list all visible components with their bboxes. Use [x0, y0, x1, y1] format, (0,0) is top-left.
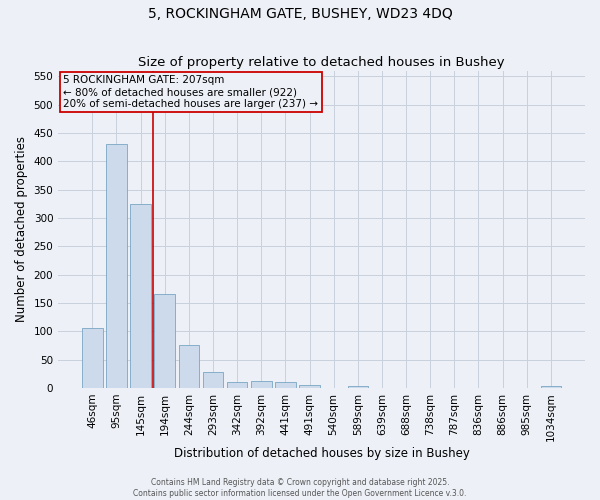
Title: Size of property relative to detached houses in Bushey: Size of property relative to detached ho…	[138, 56, 505, 70]
Bar	[154, 294, 175, 388]
Bar	[541, 386, 561, 388]
Bar	[299, 385, 320, 388]
Bar	[106, 144, 127, 388]
Text: 5, ROCKINGHAM GATE, BUSHEY, WD23 4DQ: 5, ROCKINGHAM GATE, BUSHEY, WD23 4DQ	[148, 8, 452, 22]
Bar	[82, 328, 103, 388]
Bar	[275, 382, 296, 388]
Bar	[227, 382, 247, 388]
Bar	[251, 381, 272, 388]
Bar	[347, 386, 368, 388]
Bar	[203, 372, 223, 388]
Bar	[179, 346, 199, 388]
Text: Contains HM Land Registry data © Crown copyright and database right 2025.
Contai: Contains HM Land Registry data © Crown c…	[133, 478, 467, 498]
Bar	[130, 204, 151, 388]
X-axis label: Distribution of detached houses by size in Bushey: Distribution of detached houses by size …	[173, 447, 470, 460]
Text: 5 ROCKINGHAM GATE: 207sqm
← 80% of detached houses are smaller (922)
20% of semi: 5 ROCKINGHAM GATE: 207sqm ← 80% of detac…	[64, 76, 319, 108]
Y-axis label: Number of detached properties: Number of detached properties	[15, 136, 28, 322]
